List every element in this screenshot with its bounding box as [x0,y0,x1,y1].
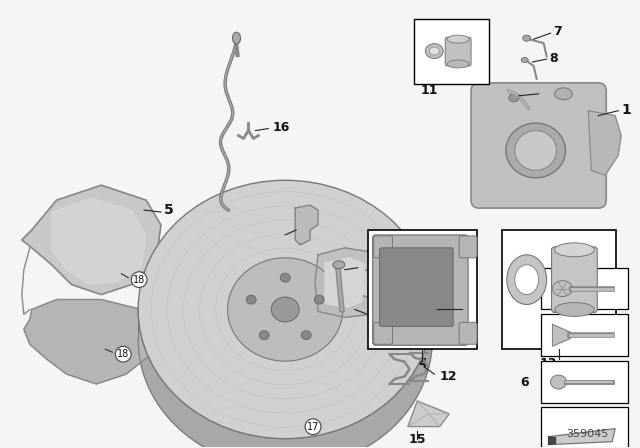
Ellipse shape [271,297,299,322]
Ellipse shape [523,35,531,41]
Text: 7: 7 [554,25,563,38]
FancyBboxPatch shape [374,323,392,344]
Bar [541,268,628,310]
Ellipse shape [280,273,290,282]
FancyBboxPatch shape [445,37,471,66]
Ellipse shape [552,280,572,297]
FancyBboxPatch shape [459,236,477,258]
Text: 359045: 359045 [566,429,608,439]
Ellipse shape [228,258,343,361]
FancyBboxPatch shape [459,323,477,344]
Ellipse shape [507,255,547,305]
Bar [541,361,628,403]
Ellipse shape [554,302,595,316]
Bar [502,230,616,349]
Text: 17: 17 [511,329,529,342]
Ellipse shape [259,331,269,340]
Ellipse shape [554,88,572,100]
Bar [541,407,628,448]
Text: 18: 18 [133,275,145,284]
FancyBboxPatch shape [471,83,606,208]
Polygon shape [138,310,432,448]
Text: 9: 9 [541,85,550,98]
Text: 15: 15 [409,433,426,446]
Text: 3: 3 [344,311,352,324]
Polygon shape [22,185,161,294]
Text: 16: 16 [272,121,290,134]
Ellipse shape [301,331,311,340]
Polygon shape [52,198,146,284]
Text: 18: 18 [511,282,529,295]
Ellipse shape [509,94,519,102]
Polygon shape [315,248,374,318]
Polygon shape [548,437,556,444]
Text: 17: 17 [307,422,319,432]
Text: 11: 11 [420,84,438,97]
Polygon shape [552,324,570,346]
Ellipse shape [447,35,469,43]
Text: 12: 12 [439,370,457,383]
Text: 4: 4 [418,357,427,370]
Bar [415,19,489,84]
Ellipse shape [521,57,528,63]
FancyBboxPatch shape [374,236,392,258]
Ellipse shape [515,265,539,294]
FancyBboxPatch shape [372,235,468,345]
Ellipse shape [506,123,566,178]
Polygon shape [548,429,615,444]
Polygon shape [588,111,621,175]
Ellipse shape [314,295,324,304]
Bar [541,314,628,356]
Bar [368,230,477,349]
Polygon shape [408,401,449,426]
Ellipse shape [246,295,256,304]
Text: 10: 10 [413,70,429,80]
Polygon shape [295,205,318,245]
Ellipse shape [550,375,566,389]
Text: 1: 1 [621,103,631,117]
Text: 5: 5 [164,203,173,217]
Ellipse shape [333,261,345,269]
Ellipse shape [447,60,469,68]
Ellipse shape [515,130,557,170]
Ellipse shape [232,32,241,44]
Ellipse shape [429,47,439,55]
Text: 14: 14 [270,230,288,243]
Ellipse shape [138,180,432,439]
Text: 8: 8 [550,52,558,65]
Text: 6: 6 [362,260,371,273]
Text: 6: 6 [520,375,529,388]
Polygon shape [325,258,365,307]
FancyBboxPatch shape [380,248,453,326]
FancyBboxPatch shape [552,247,597,312]
Ellipse shape [426,43,444,59]
Text: 13: 13 [540,357,557,370]
Polygon shape [24,300,156,384]
Ellipse shape [554,243,595,257]
Text: 2: 2 [464,302,474,316]
Text: 18: 18 [117,349,129,359]
